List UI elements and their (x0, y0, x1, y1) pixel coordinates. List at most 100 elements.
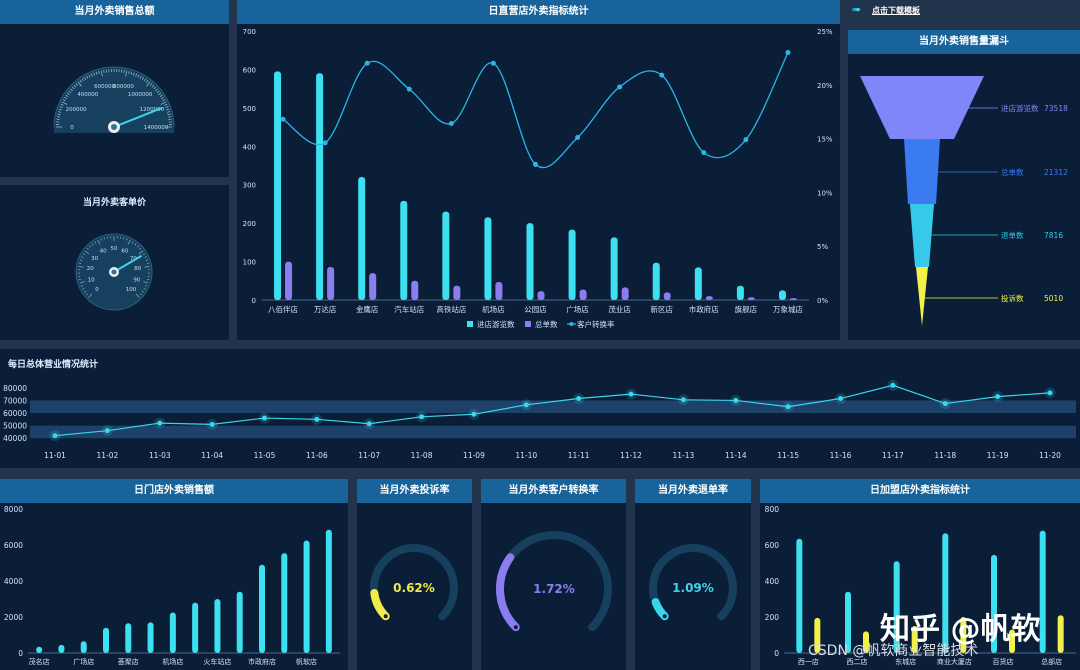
gauge-tick (81, 78, 84, 82)
x-tick-label: 金鹰店 (356, 304, 379, 314)
gauge-tick (86, 75, 89, 79)
y-left-tick-label: 400 (243, 143, 256, 151)
gauge-tick (127, 239, 131, 245)
gauge-tick (137, 74, 140, 78)
franchise-title: 日加盟店外卖指标统计 (760, 479, 1080, 503)
funnel-label: 总单数 (1001, 167, 1024, 177)
y-tick-label: 60000 (3, 409, 27, 418)
refund-title: 当月外卖退单率 (635, 479, 751, 503)
gauge-tick (88, 293, 93, 298)
ring-value: 0.62% (393, 581, 435, 595)
gauge-tick-label: 600000 (94, 84, 115, 90)
gauge-tick (139, 75, 142, 79)
x-tick-label: 万达店 (314, 304, 337, 314)
gauge-tick-label: 800000 (113, 84, 134, 90)
bar-visits (316, 73, 324, 300)
unit-price-title: 当月外卖客单价 (82, 198, 146, 208)
daily-point (157, 420, 163, 426)
rate-point (659, 72, 665, 78)
gauge-tick-label: 10 (88, 277, 95, 283)
gauge-tick (86, 247, 89, 250)
daily-point (419, 414, 425, 420)
gauge-tick (103, 69, 105, 73)
gauge-tick-label: 1000000 (128, 92, 153, 98)
x-tick-label: 广场店 (566, 304, 589, 314)
gauge-tick (97, 239, 101, 245)
funnel-title: 当月外卖销售量漏斗 (848, 30, 1080, 54)
gauge-tick-label: 1400000 (144, 125, 169, 131)
daily-point (523, 402, 529, 408)
gauge-tick (83, 77, 87, 80)
gauge-tick (137, 245, 139, 248)
gauge-tick (162, 99, 166, 102)
y-left-tick-label: 600 (243, 66, 256, 74)
bar-orders (705, 296, 713, 300)
legend-swatch (467, 321, 473, 327)
daily-point (366, 421, 372, 427)
store-bar (103, 627, 109, 653)
y-tick-label: 800 (765, 505, 780, 514)
gauge-tick (60, 103, 64, 106)
right-top-panel: ➠ 点击下载模板 (848, 0, 1080, 24)
gauge-tick (130, 71, 133, 75)
gauge-tick (168, 116, 172, 118)
gauge-tick (57, 113, 61, 116)
franchise-bar-a (1039, 530, 1046, 653)
bar-orders (495, 281, 503, 300)
bar-orders (789, 298, 797, 300)
gauge-tick (80, 285, 83, 287)
x-tick-label: 11-08 (411, 451, 433, 460)
gauge-tick (139, 247, 142, 250)
rate-point (743, 137, 749, 143)
x-tick-label: 机场店 (162, 657, 183, 666)
gauge-tick (141, 77, 145, 80)
bar-visits (610, 237, 618, 300)
complaint-title: 当月外卖投诉率 (357, 479, 472, 503)
bar-orders (453, 285, 461, 300)
gauge-tick (82, 253, 85, 255)
daily-point (628, 391, 634, 397)
funnel-stage (860, 76, 984, 139)
y-right-tick-label: 25% (817, 28, 833, 36)
gauge-tick (166, 108, 170, 111)
x-tick-label: 市政府店 (689, 304, 719, 314)
conversion-panel: 当月外卖客户转换率 1.72% (481, 479, 626, 670)
x-tick-label: 万象城店 (773, 304, 803, 314)
gauge-tick (79, 79, 82, 83)
funnel-stage (916, 267, 928, 326)
y-tick-label: 80000 (3, 384, 27, 393)
download-template-link[interactable]: 点击下载模板 (872, 6, 920, 15)
y-tick-label: 70000 (3, 396, 27, 405)
y-tick-label: 0 (18, 649, 23, 658)
x-tick-label: 11-05 (254, 451, 276, 460)
gauge-hub-center (111, 269, 117, 275)
arrow-icon: ➠ (852, 3, 862, 16)
gauge-tick-label: 40 (100, 249, 107, 255)
gauge-tick (65, 94, 69, 97)
legend-label: 总单数 (535, 319, 558, 329)
gauge-tick (143, 281, 149, 284)
gauge-tick (100, 238, 102, 241)
bar-orders (285, 261, 293, 300)
gauge-tick (135, 73, 138, 77)
sales-total-title: 当月外卖销售总额 (0, 0, 229, 24)
csdn-watermark: CSDN @帆软商业智能技术 (808, 643, 979, 659)
funnel-stage (910, 204, 934, 267)
zhihu-watermark: 知乎 @帆软 (880, 612, 1041, 647)
ring-track (649, 544, 737, 621)
gauge-face (53, 66, 175, 128)
gauge-tick-label: 0 (95, 287, 99, 293)
gauge-tick (131, 241, 134, 244)
y-tick-label: 8000 (4, 505, 23, 514)
gauge-tick (156, 90, 160, 93)
x-tick-label: 机场店 (482, 304, 505, 314)
gauge-tick (61, 101, 68, 105)
rate-point (575, 135, 581, 141)
bar-orders (747, 297, 755, 300)
gauge-tick (56, 116, 60, 118)
bar-visits (526, 223, 534, 300)
complaint-ring: 0.62% (370, 544, 458, 621)
ring-progress (370, 589, 390, 621)
